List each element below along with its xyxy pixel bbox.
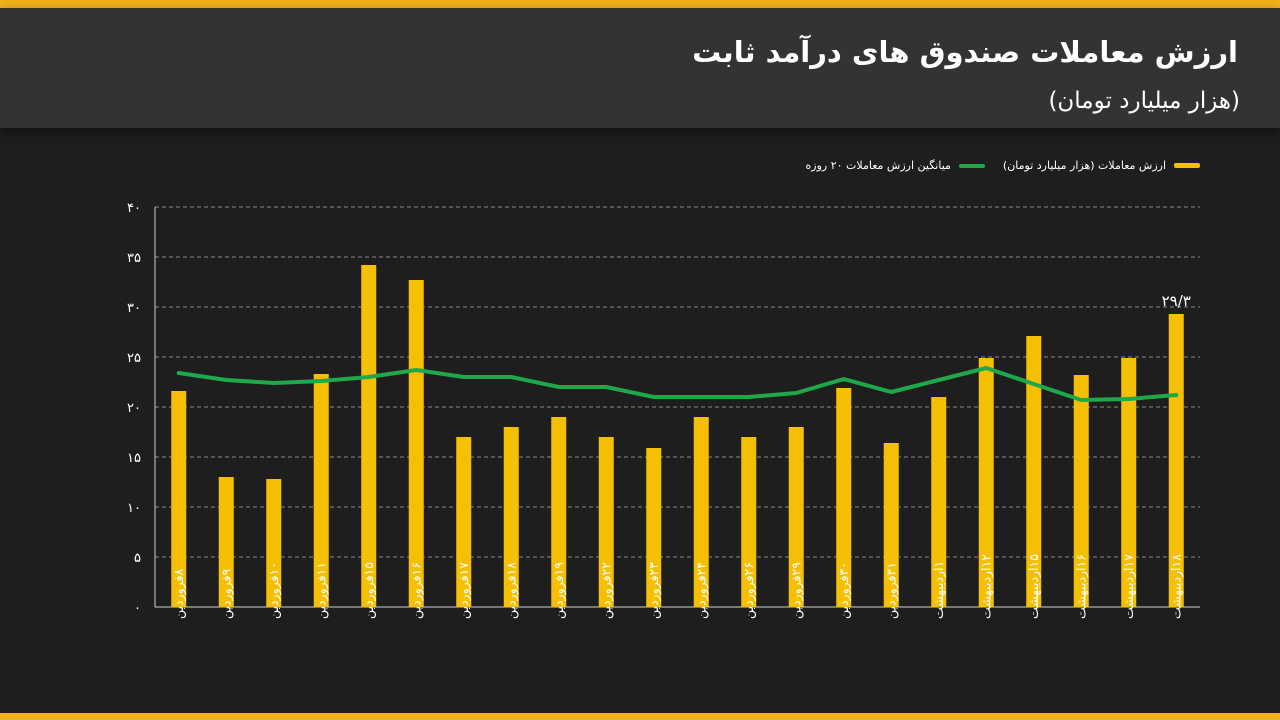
y-tick-label: ۵ bbox=[134, 551, 141, 566]
bar bbox=[266, 479, 282, 607]
bar bbox=[741, 437, 757, 607]
bar bbox=[646, 448, 662, 607]
y-tick-label: ۲۰ bbox=[127, 401, 141, 416]
bar bbox=[171, 391, 187, 607]
chart-subtitle: (هزار میلیارد تومان) bbox=[1048, 88, 1240, 114]
x-tick-label: ۱اردیبهشت bbox=[931, 561, 947, 619]
x-tick-label: ۱۷فروردین bbox=[456, 562, 472, 619]
bar bbox=[1168, 314, 1184, 607]
bar bbox=[1121, 358, 1137, 607]
bar bbox=[978, 358, 994, 607]
x-tick-label: ۹فروردین bbox=[218, 568, 234, 619]
x-tick-label: ۱۷اردیبهشت bbox=[1121, 554, 1137, 619]
x-tick-label: ۲۲فروردین bbox=[598, 562, 614, 619]
x-tick-label: ۲۳فروردین bbox=[646, 562, 662, 619]
x-tick-label: ۱۸اردیبهشت bbox=[1168, 554, 1184, 619]
bar bbox=[883, 443, 899, 607]
chart-legend: ارزش معاملات (هزار میلیارد تومان) میانگی… bbox=[806, 159, 1200, 172]
x-tick-label: ۳۱فروردین bbox=[883, 562, 899, 619]
bar bbox=[598, 437, 614, 607]
x-tick-label: ۱۹فروردین bbox=[551, 562, 567, 619]
y-tick-label: ۱۰ bbox=[127, 501, 141, 516]
y-tick-label: ۴۰ bbox=[127, 201, 141, 216]
x-tick-label: ۱۶اردیبهشت bbox=[1073, 554, 1089, 619]
bar bbox=[551, 417, 567, 607]
y-tick-label: ۲۵ bbox=[127, 351, 141, 366]
x-tick-label: ۱۰فروردین bbox=[266, 562, 282, 619]
x-tick-label: ۲۴فروردین bbox=[693, 562, 709, 619]
y-tick-label: ۰ bbox=[134, 601, 141, 616]
legend-label-bars: ارزش معاملات (هزار میلیارد تومان) bbox=[1002, 159, 1166, 172]
bar bbox=[693, 417, 709, 607]
x-tick-label: ۱۸فروردین bbox=[503, 562, 519, 619]
legend-label-line: میانگین ارزش معاملات ۲۰ روزه bbox=[805, 159, 951, 172]
x-tick-label: ۲۶فروردین bbox=[741, 562, 757, 619]
x-tick-label: ۱۲اردیبهشت bbox=[978, 554, 994, 619]
bar bbox=[361, 265, 377, 607]
legend-item-line: میانگین ارزش معاملات ۲۰ روزه bbox=[806, 159, 985, 172]
x-tick-label: ۱۵اردیبهشت bbox=[1026, 554, 1042, 619]
bar bbox=[836, 388, 852, 607]
x-tick-label: ۲۹فروردین bbox=[788, 562, 804, 619]
x-tick-label: ۱۶فروردین bbox=[408, 562, 424, 619]
legend-swatch-bars bbox=[1174, 163, 1200, 168]
top-accent-stripe bbox=[0, 0, 1280, 8]
bar bbox=[313, 374, 329, 607]
chart-title: ارزش معاملات صندوق های درآمد ثابت bbox=[692, 35, 1238, 69]
average-line bbox=[176, 366, 1179, 402]
legend-swatch-line bbox=[958, 163, 985, 168]
bar bbox=[456, 437, 472, 607]
x-tick-label: ۸فروردین bbox=[171, 568, 187, 619]
bottom-accent-stripe bbox=[0, 713, 1280, 720]
legend-item-bars: ارزش معاملات (هزار میلیارد تومان) bbox=[1003, 159, 1200, 172]
bar bbox=[408, 280, 424, 607]
header-panel: ارزش معاملات صندوق های درآمد ثابت (هزار … bbox=[0, 8, 1280, 128]
bar bbox=[218, 477, 234, 607]
y-tick-label: ۳۵ bbox=[127, 251, 141, 266]
bar bbox=[1073, 375, 1089, 607]
x-tick-label: ۱۱فروردین bbox=[313, 562, 329, 619]
bar bbox=[503, 427, 519, 607]
y-tick-label: ۱۵ bbox=[127, 451, 141, 466]
x-tick-label: ۳۰فروردین bbox=[836, 562, 852, 619]
data-label: ۲۹/۳ bbox=[1162, 292, 1191, 310]
y-tick-label: ۳۰ bbox=[127, 301, 141, 316]
x-tick-label: ۱۵فروردین bbox=[361, 562, 377, 619]
bar bbox=[788, 427, 804, 607]
bar bbox=[931, 397, 947, 607]
bar bbox=[1026, 336, 1042, 607]
